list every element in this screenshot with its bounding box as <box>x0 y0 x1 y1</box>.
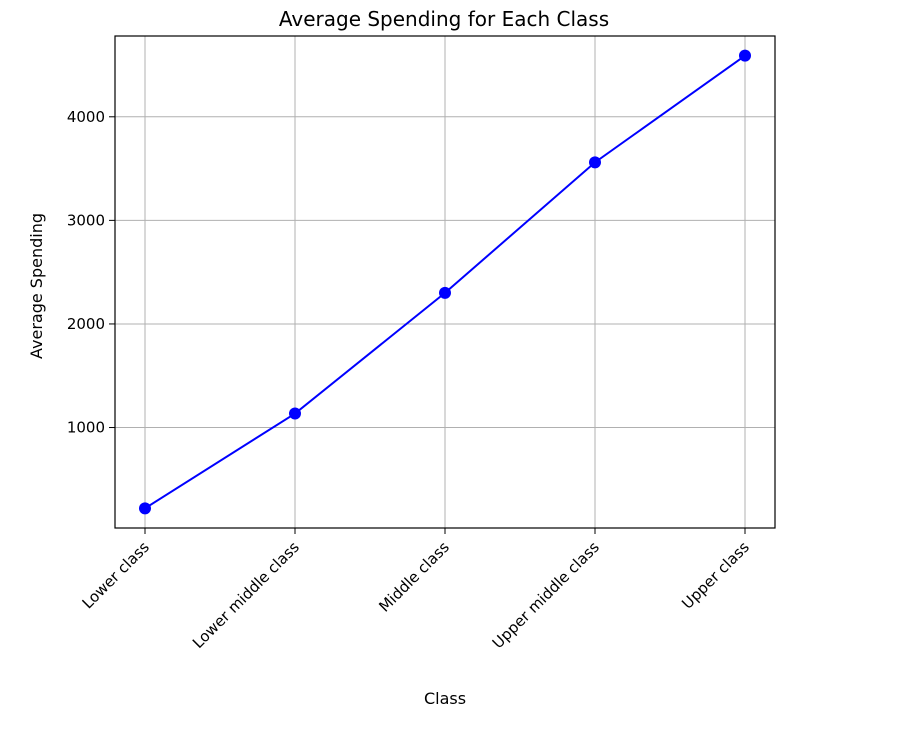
data-series <box>139 49 751 515</box>
chart-title: Average Spending for Each Class <box>279 7 609 31</box>
data-point-marker <box>589 156 601 169</box>
data-point-marker <box>439 286 451 299</box>
y-tick-label: 1000 <box>67 419 105 437</box>
x-tick-label: Lower class <box>79 538 153 612</box>
x-tick-label: Lower middle class <box>189 538 303 652</box>
y-tick-label: 3000 <box>67 211 105 229</box>
y-axis-label: Average Spending <box>27 213 46 359</box>
x-tick-label: Middle class <box>375 538 453 616</box>
data-point-marker <box>289 407 301 420</box>
y-tick-label: 4000 <box>67 108 105 126</box>
data-point-marker <box>139 502 151 515</box>
axis-ticks: Lower class Lower middle class Middle clas… <box>67 108 753 652</box>
x-tick-label: Upper middle class <box>489 538 603 652</box>
y-tick-label: 2000 <box>67 315 105 333</box>
grid-lines <box>115 36 775 528</box>
data-point-marker <box>739 49 751 62</box>
x-axis-label: Class <box>424 689 466 708</box>
x-tick-label: Upper class <box>678 538 753 613</box>
